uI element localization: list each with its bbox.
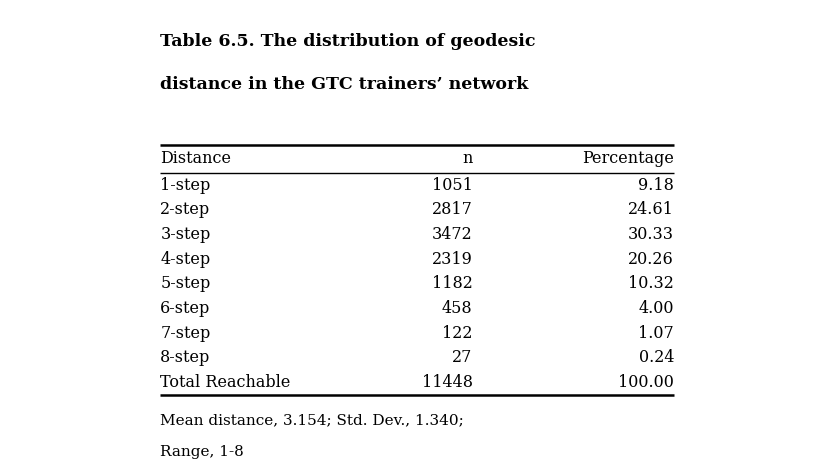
Text: 30.33: 30.33 bbox=[628, 226, 674, 243]
Text: distance in the GTC trainers’ network: distance in the GTC trainers’ network bbox=[160, 76, 529, 93]
Text: 122: 122 bbox=[442, 325, 473, 342]
Text: 2817: 2817 bbox=[432, 201, 473, 219]
Text: Mean distance, 3.154; Std. Dev., 1.340;: Mean distance, 3.154; Std. Dev., 1.340; bbox=[160, 413, 464, 427]
Text: 1.07: 1.07 bbox=[639, 325, 674, 342]
Text: 458: 458 bbox=[442, 300, 473, 317]
Text: 27: 27 bbox=[452, 349, 473, 366]
Text: 3-step: 3-step bbox=[160, 226, 210, 243]
Text: 3472: 3472 bbox=[432, 226, 473, 243]
Text: 1-step: 1-step bbox=[160, 177, 210, 194]
Text: Range, 1-8: Range, 1-8 bbox=[160, 445, 244, 459]
Text: Total Reachable: Total Reachable bbox=[160, 374, 291, 391]
Text: 4-step: 4-step bbox=[160, 251, 210, 268]
Text: 24.61: 24.61 bbox=[628, 201, 674, 219]
Text: 5-step: 5-step bbox=[160, 275, 210, 292]
Text: 2319: 2319 bbox=[432, 251, 473, 268]
Text: Table 6.5. The distribution of geodesic: Table 6.5. The distribution of geodesic bbox=[160, 33, 536, 50]
Text: 4.00: 4.00 bbox=[639, 300, 674, 317]
Text: 1051: 1051 bbox=[432, 177, 473, 194]
Text: 1182: 1182 bbox=[432, 275, 473, 292]
Text: 11448: 11448 bbox=[422, 374, 473, 391]
Text: n: n bbox=[462, 150, 473, 167]
Text: 8-step: 8-step bbox=[160, 349, 210, 366]
Text: 20.26: 20.26 bbox=[628, 251, 674, 268]
Text: Distance: Distance bbox=[160, 150, 231, 167]
Text: 7-step: 7-step bbox=[160, 325, 210, 342]
Text: 6-step: 6-step bbox=[160, 300, 210, 317]
Text: 10.32: 10.32 bbox=[628, 275, 674, 292]
Text: 0.24: 0.24 bbox=[639, 349, 674, 366]
Text: Percentage: Percentage bbox=[582, 150, 674, 167]
Text: 9.18: 9.18 bbox=[638, 177, 674, 194]
Text: 100.00: 100.00 bbox=[618, 374, 674, 391]
Text: 2-step: 2-step bbox=[160, 201, 210, 219]
